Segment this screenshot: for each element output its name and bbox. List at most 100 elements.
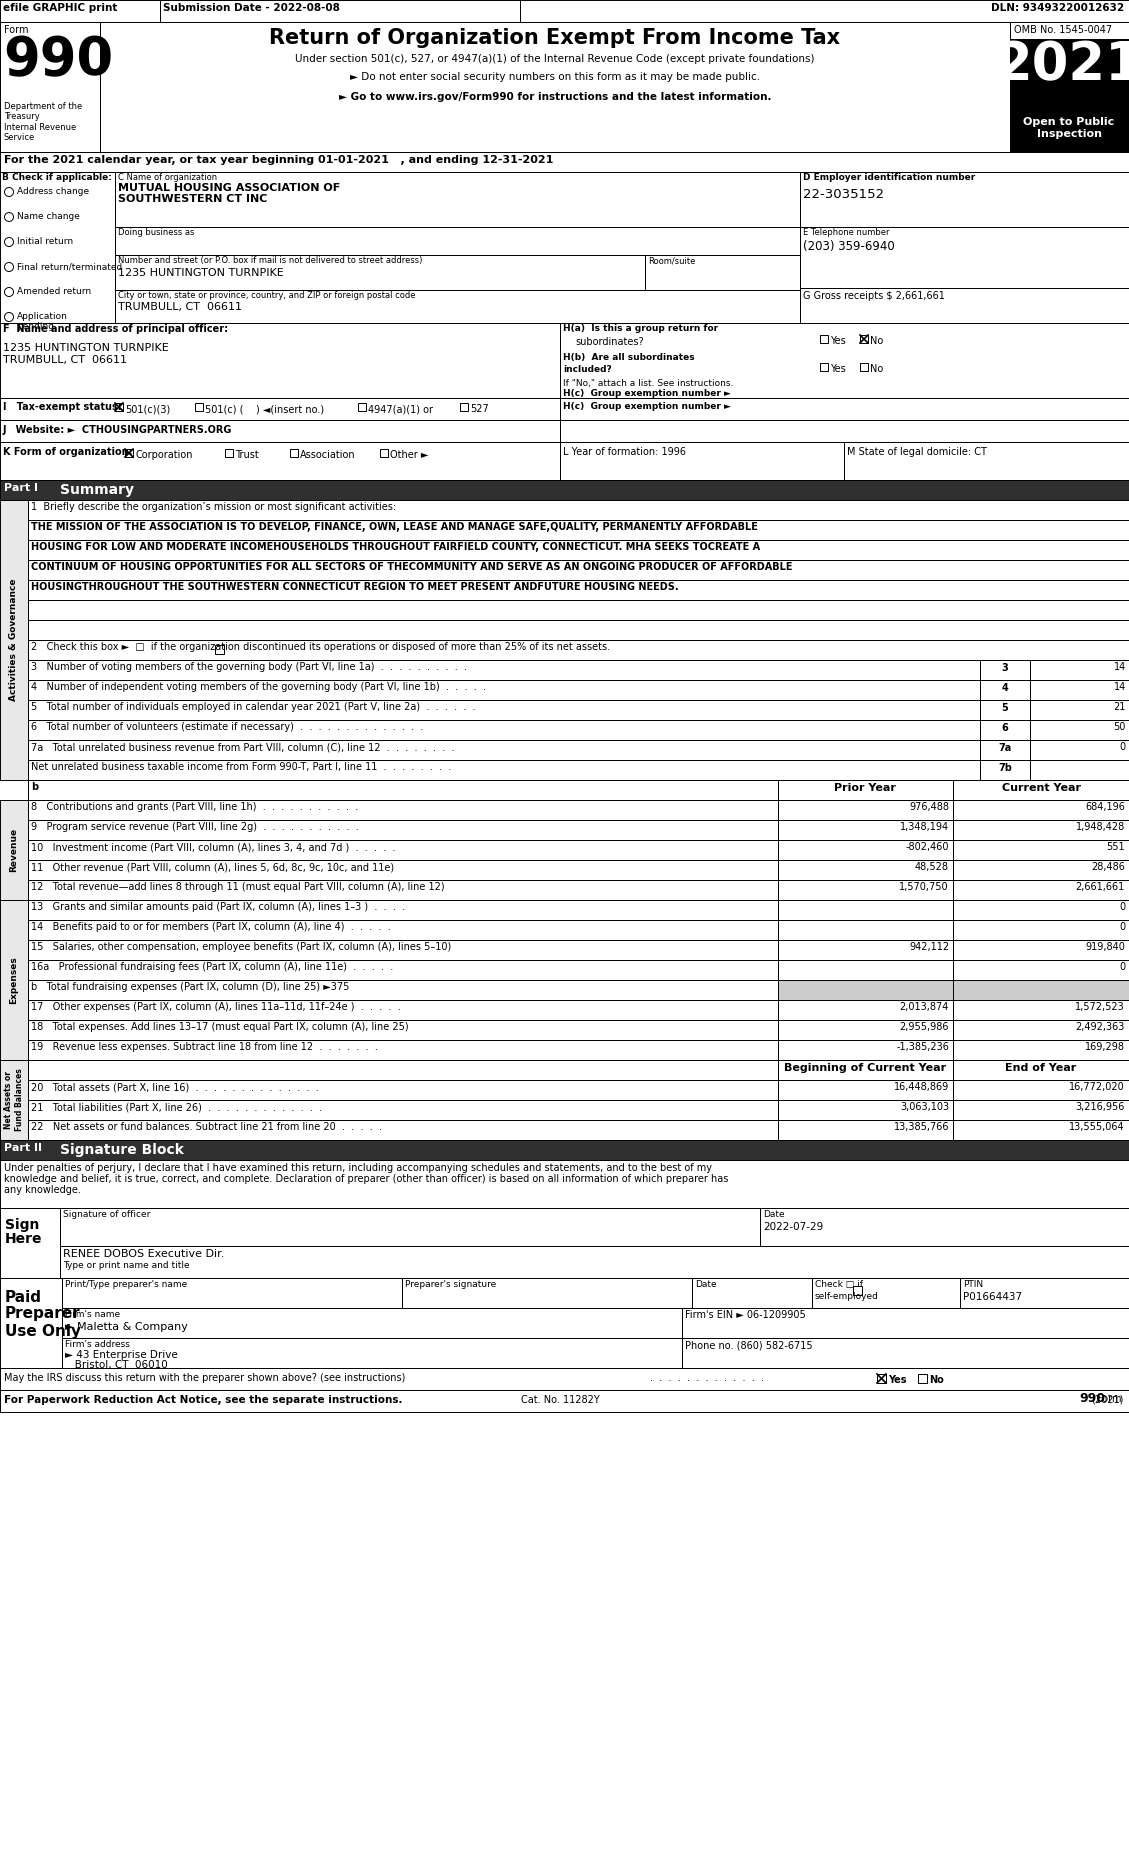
- Bar: [28, 500, 1129, 520]
- Text: For Paperwork Reduction Act Notice, see the separate instructions.: For Paperwork Reduction Act Notice, see …: [5, 1394, 403, 1405]
- Bar: [1030, 720, 1129, 740]
- Bar: [778, 939, 953, 960]
- Bar: [28, 1079, 778, 1100]
- Bar: [0, 322, 560, 399]
- Bar: [953, 999, 1129, 1020]
- Text: CONTINUUM OF HOUSING OPPORTUNITIES FOR ALL SECTORS OF THECOMMUNITY AND SERVE AS : CONTINUUM OF HOUSING OPPORTUNITIES FOR A…: [30, 563, 793, 572]
- Text: J   Website: ►  CTHOUSINGPARTNERS.ORG: J Website: ► CTHOUSINGPARTNERS.ORG: [3, 425, 233, 434]
- Text: 21: 21: [1113, 703, 1126, 712]
- Text: 18   Total expenses. Add lines 13–17 (must equal Part IX, column (A), line 25): 18 Total expenses. Add lines 13–17 (must…: [30, 1021, 409, 1033]
- Circle shape: [5, 237, 14, 246]
- Text: Room/suite: Room/suite: [648, 255, 695, 265]
- Text: 14   Benefits paid to or for members (Part IX, column (A), line 4)  .  .  .  .  : 14 Benefits paid to or for members (Part…: [30, 923, 391, 932]
- Bar: [0, 481, 1129, 500]
- Bar: [225, 449, 233, 457]
- Text: ► Go to www.irs.gov/Form990 for instructions and the latest information.: ► Go to www.irs.gov/Form990 for instruct…: [339, 91, 771, 103]
- Text: 7a   Total unrelated business revenue from Part VIII, column (C), line 12  .  . : 7a Total unrelated business revenue from…: [30, 742, 455, 751]
- Bar: [125, 449, 133, 457]
- Text: If "No," attach a list. See instructions.: If "No," attach a list. See instructions…: [563, 378, 734, 388]
- Bar: [0, 1368, 1129, 1391]
- Bar: [953, 1079, 1129, 1100]
- Bar: [0, 22, 1129, 153]
- Circle shape: [5, 263, 14, 272]
- Bar: [28, 841, 778, 859]
- Text: 3,063,103: 3,063,103: [900, 1102, 949, 1113]
- Bar: [778, 1100, 953, 1120]
- Text: 2,661,661: 2,661,661: [1076, 882, 1124, 893]
- Text: Prior Year: Prior Year: [834, 783, 896, 792]
- Text: PTIN: PTIN: [963, 1281, 983, 1290]
- Bar: [115, 403, 123, 410]
- Text: Open to Public
Inspection: Open to Public Inspection: [1023, 117, 1114, 138]
- Text: 11   Other revenue (Part VIII, column (A), lines 5, 6d, 8c, 9c, 10c, and 11e): 11 Other revenue (Part VIII, column (A),…: [30, 861, 394, 872]
- Text: Trust: Trust: [235, 449, 259, 460]
- Bar: [0, 442, 560, 481]
- Text: C Name of organization: C Name of organization: [119, 173, 217, 183]
- Text: Signature of officer: Signature of officer: [63, 1210, 150, 1219]
- Text: 7b: 7b: [998, 762, 1012, 774]
- Bar: [28, 859, 778, 880]
- Text: Beginning of Current Year: Beginning of Current Year: [784, 1062, 946, 1074]
- Bar: [0, 1159, 1129, 1208]
- Bar: [778, 820, 953, 841]
- Bar: [980, 720, 1030, 740]
- Text: Application
pending: Application pending: [17, 311, 68, 332]
- Bar: [953, 779, 1129, 800]
- Text: 12   Total revenue—add lines 8 through 11 (must equal Part VIII, column (A), lin: 12 Total revenue—add lines 8 through 11 …: [30, 882, 445, 893]
- Bar: [800, 227, 1129, 289]
- Text: b   Total fundraising expenses (Part IX, column (D), line 25) ►375: b Total fundraising expenses (Part IX, c…: [30, 982, 349, 992]
- Bar: [778, 960, 953, 980]
- Bar: [980, 740, 1030, 761]
- Bar: [953, 960, 1129, 980]
- Bar: [560, 442, 844, 481]
- Text: 3   Number of voting members of the governing body (Part VI, line 1a)  .  .  .  : 3 Number of voting members of the govern…: [30, 662, 467, 673]
- Text: Sign: Sign: [5, 1217, 40, 1232]
- Bar: [0, 1061, 28, 1141]
- Bar: [918, 1374, 927, 1383]
- Bar: [28, 1120, 778, 1141]
- Bar: [380, 449, 388, 457]
- Text: 3: 3: [1001, 664, 1008, 673]
- Bar: [0, 1391, 1129, 1413]
- Bar: [115, 171, 800, 227]
- Text: efile GRAPHIC print: efile GRAPHIC print: [3, 4, 117, 13]
- Text: 2022-07-29: 2022-07-29: [763, 1223, 823, 1232]
- Text: 0: 0: [1120, 742, 1126, 751]
- Text: Expenses: Expenses: [9, 956, 18, 1005]
- Text: G Gross receipts $ 2,661,661: G Gross receipts $ 2,661,661: [803, 291, 945, 300]
- Bar: [28, 1020, 778, 1040]
- Bar: [1010, 114, 1129, 153]
- Text: included?: included?: [563, 365, 612, 375]
- Bar: [28, 980, 778, 999]
- Text: 919,840: 919,840: [1085, 941, 1124, 953]
- Text: Yes: Yes: [830, 336, 846, 347]
- Text: 16a   Professional fundraising fees (Part IX, column (A), line 11e)  .  .  .  . : 16a Professional fundraising fees (Part …: [30, 962, 393, 971]
- Circle shape: [5, 188, 14, 196]
- Text: 3,216,956: 3,216,956: [1076, 1102, 1124, 1113]
- Text: No: No: [870, 363, 883, 375]
- Bar: [0, 0, 160, 22]
- Text: H(b)  Are all subordinates: H(b) Are all subordinates: [563, 352, 694, 362]
- Text: Current Year: Current Year: [1001, 783, 1080, 792]
- Bar: [820, 363, 828, 371]
- Bar: [778, 880, 953, 900]
- Bar: [0, 171, 115, 322]
- Text: 1,570,750: 1,570,750: [900, 882, 949, 893]
- Text: 6: 6: [1001, 723, 1008, 733]
- Bar: [844, 442, 1129, 481]
- Bar: [560, 322, 1129, 399]
- Bar: [778, 779, 953, 800]
- Text: Signature Block: Signature Block: [60, 1143, 184, 1158]
- Text: (203) 359-6940: (203) 359-6940: [803, 240, 895, 254]
- Text: Date: Date: [763, 1210, 785, 1219]
- Bar: [560, 399, 1129, 419]
- Text: 13,555,064: 13,555,064: [1069, 1122, 1124, 1131]
- Text: Preparer's signature: Preparer's signature: [405, 1281, 497, 1290]
- Bar: [953, 1100, 1129, 1120]
- Bar: [0, 22, 100, 153]
- Text: For the 2021 calendar year, or tax year beginning 01-01-2021   , and ending 12-3: For the 2021 calendar year, or tax year …: [5, 155, 553, 166]
- Text: 990: 990: [1079, 1392, 1105, 1405]
- Bar: [953, 1120, 1129, 1141]
- Text: 0: 0: [1119, 962, 1124, 971]
- Text: 13   Grants and similar amounts paid (Part IX, column (A), lines 1–3 )  .  .  . : 13 Grants and similar amounts paid (Part…: [30, 902, 405, 911]
